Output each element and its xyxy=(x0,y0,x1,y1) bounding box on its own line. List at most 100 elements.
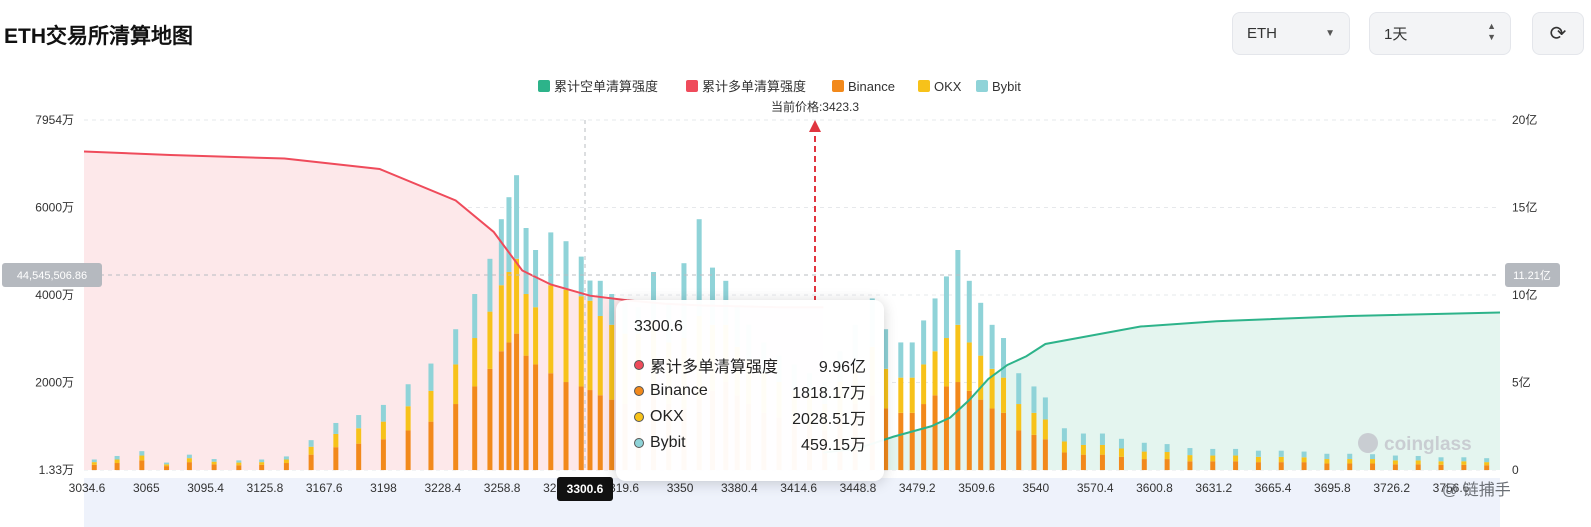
bar-binance xyxy=(259,464,265,471)
bar-binance xyxy=(428,421,434,471)
tooltip-dot-icon xyxy=(634,360,644,370)
bar-bybit xyxy=(211,459,217,462)
tooltip-row-value: 2028.51万 xyxy=(792,411,866,428)
bar-binance xyxy=(114,463,120,471)
bar-binance xyxy=(1001,412,1007,471)
legend-label: OKX xyxy=(934,79,962,94)
bar-binance xyxy=(533,364,539,471)
bar-okx xyxy=(1415,460,1421,465)
bar-okx xyxy=(1255,456,1261,463)
bar-binance xyxy=(356,443,362,471)
y-left-tick: 2000万 xyxy=(35,376,74,390)
tooltip-row-label: Binance xyxy=(650,382,708,399)
y-left-tick: 4000万 xyxy=(35,288,74,302)
bar-bybit xyxy=(1164,444,1170,453)
bar-okx xyxy=(989,368,995,409)
y-right-tick: 20亿 xyxy=(1512,112,1537,127)
period-select[interactable]: 1天 ▲ ▼ xyxy=(1369,12,1511,55)
bar-okx xyxy=(211,461,217,465)
y-right-tick: 5亿 xyxy=(1512,375,1531,390)
bar-okx xyxy=(523,294,529,356)
bar-bybit xyxy=(186,454,192,459)
x-tick: 3258.8 xyxy=(484,481,521,495)
bar-bybit xyxy=(548,232,554,286)
bar-binance xyxy=(498,351,504,471)
y-left-tick: 1.33万 xyxy=(39,463,74,477)
bar-binance xyxy=(283,463,289,471)
bar-okx xyxy=(139,455,145,461)
bar-okx xyxy=(1324,459,1330,464)
bar-binance xyxy=(966,390,972,471)
tooltip-row-label: 累计多单清算强度 xyxy=(650,359,779,376)
bar-bybit xyxy=(978,302,984,356)
bar-okx xyxy=(356,428,362,444)
bar-okx xyxy=(487,311,493,369)
bar-binance xyxy=(1099,454,1105,471)
bar-okx xyxy=(405,406,411,431)
bar-bybit xyxy=(1099,433,1105,445)
refresh-icon: ⟳ xyxy=(1549,23,1567,45)
bar-binance xyxy=(472,386,478,471)
bar-bybit xyxy=(283,456,289,460)
asset-select[interactable]: ETH ▼ xyxy=(1232,12,1350,55)
legend-swatch xyxy=(976,80,988,92)
bar-binance xyxy=(1301,462,1307,471)
bar-okx xyxy=(1484,462,1490,466)
bar-okx xyxy=(506,272,512,343)
bar-binance xyxy=(1016,430,1022,471)
bar-binance xyxy=(405,430,411,471)
bar-okx xyxy=(1118,448,1124,457)
bar-bybit xyxy=(1001,338,1007,378)
x-tick: 3125.8 xyxy=(247,481,284,495)
bar-okx xyxy=(609,324,615,400)
crosshair-x-badge xyxy=(557,477,613,501)
bar-okx xyxy=(1164,452,1170,460)
tooltip-row-value: 9.96亿 xyxy=(818,359,866,376)
bar-okx xyxy=(1438,461,1444,465)
bar-binance xyxy=(932,395,938,471)
bar-bybit xyxy=(1080,433,1086,445)
bar-okx xyxy=(1061,441,1067,453)
bar-okx xyxy=(1016,404,1022,431)
x-tick: 3448.8 xyxy=(840,481,877,495)
bar-bybit xyxy=(587,280,593,301)
x-tick: 3228.4 xyxy=(424,481,461,495)
bar-binance xyxy=(1370,463,1376,471)
bar-binance xyxy=(1164,459,1170,471)
bar-binance xyxy=(989,408,995,471)
bar-binance xyxy=(1347,463,1353,471)
bar-bybit xyxy=(1278,450,1284,457)
bar-binance xyxy=(380,439,386,471)
bar-okx xyxy=(514,258,520,334)
legend-swatch xyxy=(686,80,698,92)
bar-okx xyxy=(380,421,386,440)
bar-binance xyxy=(597,395,603,471)
legend-swatch xyxy=(538,80,550,92)
bar-bybit xyxy=(989,324,995,369)
bar-bybit xyxy=(356,415,362,429)
bar-binance xyxy=(1042,439,1048,471)
bar-binance xyxy=(587,390,593,471)
tooltip-row: OKX 2028.51万 xyxy=(634,404,866,430)
bar-okx xyxy=(91,462,97,465)
bar-okx xyxy=(308,446,314,455)
bar-okx xyxy=(164,464,170,467)
tooltip-row: 累计多单清算强度 9.96亿 xyxy=(634,352,866,378)
refresh-button[interactable]: ⟳ xyxy=(1532,12,1584,55)
tooltip-dot-icon xyxy=(634,438,644,448)
bar-okx xyxy=(428,390,434,422)
legend-label: Binance xyxy=(848,79,895,94)
bar-okx xyxy=(1461,461,1467,465)
crosshair-y-right-badge xyxy=(1505,263,1560,287)
bar-okx xyxy=(898,377,904,413)
current-price-label: 当前价格:3423.3 xyxy=(771,99,859,114)
bar-binance xyxy=(909,412,915,471)
tooltip-row-value: 459.15万 xyxy=(801,437,866,454)
bar-okx xyxy=(1080,444,1086,455)
tooltip-row-label: Bybit xyxy=(650,434,686,451)
bar-okx xyxy=(114,459,120,464)
period-select-value: 1天 xyxy=(1384,26,1408,43)
x-tick: 3540 xyxy=(1023,481,1050,495)
bar-bybit xyxy=(1016,373,1022,405)
bar-bybit xyxy=(91,459,97,463)
